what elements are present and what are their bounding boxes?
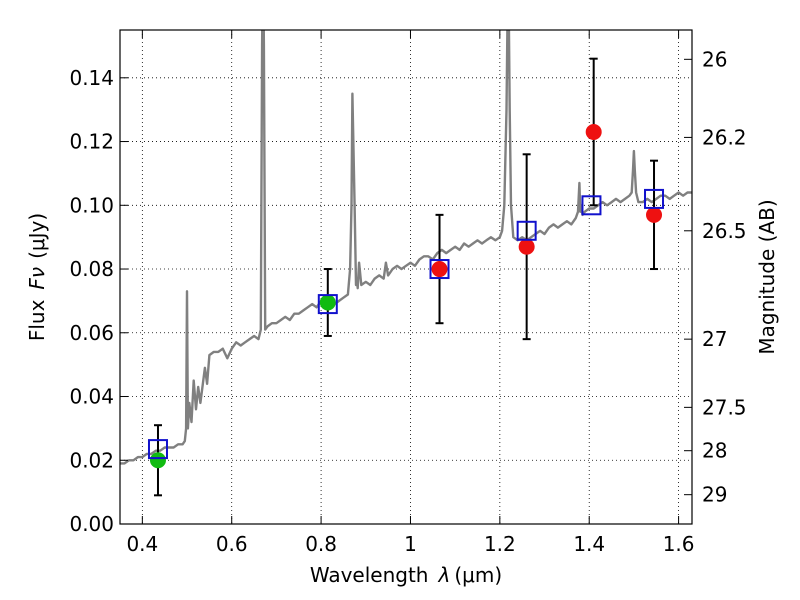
axis-ticks: 0.4 0.6 0.8 1 1.2 1.4 1.6 0.00 0.02 0.04 0.06 0.08 0…: [69, 30, 747, 556]
model-photometry-square: [429, 259, 450, 280]
right-axis-title: Magnitude (AB): [755, 199, 779, 354]
right-tick-label: 27.5: [702, 395, 747, 419]
y-tick-label: 0.14: [69, 66, 114, 90]
y-tick-label: 0.04: [69, 385, 114, 409]
x-tick-label: 1.2: [484, 532, 516, 556]
y-tick-label: 0.12: [69, 130, 114, 154]
photometry-point: [431, 261, 448, 278]
y-tick-label: 0.02: [69, 448, 114, 472]
model-photometry-square: [516, 220, 537, 241]
y-axis-title: FluxFν(μJy): [25, 213, 49, 341]
x-tick-label: 0.6: [216, 532, 248, 556]
grid: [120, 30, 692, 525]
right-tick-label: 29: [702, 483, 727, 507]
x-tick-label: 1.4: [573, 532, 605, 556]
y-tick-label: 0.06: [69, 321, 114, 345]
right-tick-label: 26.2: [702, 125, 747, 149]
y-tick-label: 0.00: [69, 512, 114, 536]
right-tick-label: 26: [702, 47, 727, 71]
model-photometry-square: [581, 195, 602, 216]
model-photometry-square: [317, 294, 338, 315]
model-photometry-square: [644, 188, 665, 209]
x-axis-title: Wavelength λ (μm): [310, 563, 502, 587]
markers: [147, 123, 665, 469]
photometry-point: [518, 238, 535, 255]
model-photometry-square: [147, 439, 168, 460]
plot-frame: [119, 29, 693, 525]
right-tick-label: 28: [702, 439, 727, 463]
photometry-point: [319, 294, 336, 311]
photometry-point: [646, 206, 663, 223]
spectrum-layer: [120, 30, 692, 465]
x-tick-label: 1: [404, 532, 417, 556]
right-tick-label: 27: [702, 327, 727, 351]
photometry-point: [149, 452, 166, 469]
x-tick-label: 1.6: [663, 532, 695, 556]
x-tick-label: 0.8: [305, 532, 337, 556]
error-bars: [153, 57, 659, 497]
model-spectrum-line: [120, 30, 692, 465]
right-tick-label: 26.5: [702, 219, 747, 243]
photometry-point: [585, 123, 602, 140]
x-tick-label: 0.4: [126, 532, 158, 556]
y-tick-label: 0.08: [69, 257, 114, 281]
y-tick-label: 0.10: [69, 193, 114, 217]
